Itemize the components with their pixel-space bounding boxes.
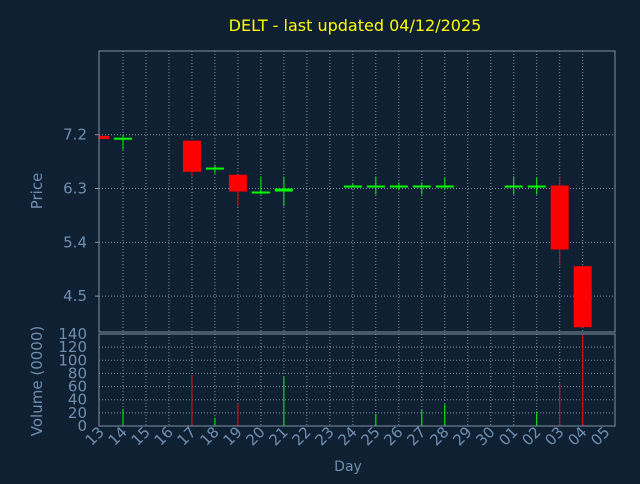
price-axis-label: Price	[28, 173, 46, 210]
candle-body	[113, 137, 132, 140]
volume-tick-label: 120	[58, 338, 87, 356]
candle-body	[527, 185, 546, 188]
volume-tick-label: 80	[68, 364, 87, 382]
candle-body	[412, 185, 431, 188]
tick-labels: 7.26.35.44.51401201008060402001314151617…	[58, 126, 613, 450]
volume-tick-label: 140	[58, 325, 87, 343]
candle-body	[251, 191, 270, 194]
candle-body	[504, 185, 523, 188]
price-tick-label: 4.5	[63, 287, 87, 305]
volume-tick-label: 20	[68, 404, 87, 422]
price-tick-label: 6.3	[63, 180, 87, 198]
candle-body	[366, 185, 385, 188]
volume-tick-label: 100	[58, 351, 87, 369]
volume-axis-label: Volume (0000)	[28, 326, 46, 436]
data-marks	[99, 134, 592, 426]
volume-tick-label: 0	[77, 417, 87, 435]
candle-body	[274, 188, 293, 192]
candle-body	[182, 140, 201, 172]
price-tick-label: 7.2	[63, 126, 87, 144]
candle-body	[435, 185, 454, 188]
candle-body	[550, 185, 569, 250]
x-axis-label: Day	[334, 459, 362, 475]
plot-frames	[98, 50, 616, 427]
candle-body	[343, 185, 362, 188]
price-panel-frame	[98, 50, 616, 333]
volume-tick-label: 40	[68, 391, 87, 409]
x-tick-label: 05	[587, 423, 613, 449]
candle-body	[205, 167, 224, 170]
candle-body	[228, 174, 247, 192]
candle-body	[573, 266, 592, 328]
grid-lines	[95, 51, 615, 427]
price-tick-label: 5.4	[63, 233, 87, 251]
volume-panel-frame	[98, 333, 616, 427]
chart-title: DELT - last updated 04/12/2025	[229, 16, 482, 35]
candle-body	[389, 185, 408, 188]
volume-tick-label: 60	[68, 378, 87, 396]
candle-body	[99, 135, 109, 139]
